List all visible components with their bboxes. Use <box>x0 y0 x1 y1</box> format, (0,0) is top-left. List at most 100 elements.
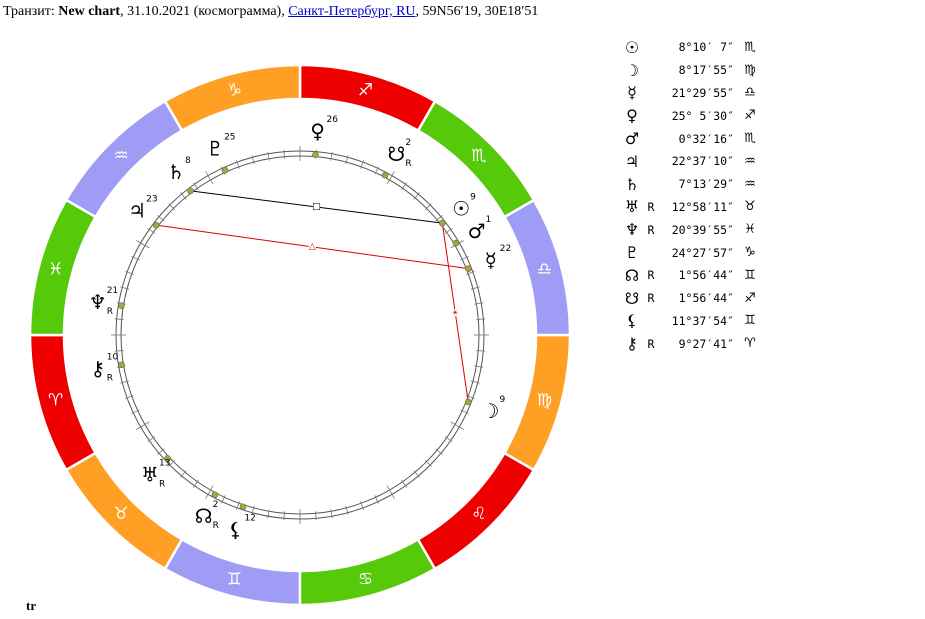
degree-tick <box>267 151 270 161</box>
degree-tick <box>221 495 226 504</box>
chiron-position: 9°27′41″ <box>678 336 734 351</box>
degree-tick <box>330 509 333 519</box>
mercury-degree-label: 22 <box>500 244 511 254</box>
mercury-icon: ☿ <box>485 248 497 272</box>
degree-tick <box>474 302 484 305</box>
saturn-retro-flag <box>644 173 658 196</box>
uranus-position: 12°58′11″ <box>671 199 734 214</box>
neptune-icon: ♆ <box>89 290 107 314</box>
mercury-retro-flag <box>644 82 658 105</box>
mars-retro-flag <box>644 127 658 150</box>
degree-tick <box>450 421 464 430</box>
mercury-table-icon: ☿ <box>627 83 637 103</box>
north-node-table-icon: ☊ <box>624 265 640 285</box>
zodiac-glyph-cancer: ♋ <box>358 569 373 589</box>
moon-degree-label: 9 <box>499 395 505 405</box>
planet-row-chiron: ⚷ R 9°27′41″ ♈ <box>620 332 762 355</box>
north-node-degree-label: 2 <box>213 500 219 510</box>
uranus-sign-icon: ♉ <box>744 199 756 215</box>
degree-tick <box>157 448 165 455</box>
aspect-symbol-saturn-sun: □ <box>312 202 321 212</box>
degree-tick <box>470 380 480 384</box>
location-link[interactable]: Санкт-Петербург, RU <box>288 4 416 19</box>
jupiter-sign-icon: ♒ <box>744 153 756 169</box>
sun-retro-flag <box>644 36 658 59</box>
pluto-table-icon: ♇ <box>624 243 640 263</box>
degree-tick <box>444 436 453 443</box>
lilith-position: 11°37′54″ <box>671 313 734 328</box>
chart-coords: , 59N56′19, 30E18′51 <box>415 4 539 19</box>
saturn-degree-label: 8 <box>185 156 191 166</box>
mercury-position: 21°29′55″ <box>671 85 734 100</box>
degree-tick <box>283 511 285 521</box>
venus-table-icon: ♀ <box>626 106 638 126</box>
jupiter-table-icon: ♃ <box>624 151 640 171</box>
degree-tick <box>470 286 480 290</box>
south-node-table-icon: ☋ <box>624 288 640 308</box>
north-node-position: 1°56′44″ <box>678 268 734 283</box>
chiron-retrograde-label: R <box>107 374 113 384</box>
lilith-degree-label: 12 <box>244 514 255 524</box>
zodiac-glyph-gemini: ♊ <box>227 569 242 589</box>
mercury-marker <box>465 265 472 272</box>
degree-tick <box>401 479 408 488</box>
degree-tick <box>205 171 214 185</box>
degree-tick <box>125 271 134 275</box>
aspect-symbol-bg <box>312 203 320 211</box>
north-node-retro-flag: R <box>647 268 655 283</box>
pluto-icon: ♇ <box>206 136 224 160</box>
mars-marker <box>452 239 460 247</box>
zodiac-glyph-pisces: ♓ <box>48 260 63 280</box>
degree-tick <box>136 240 150 249</box>
mars-degree-label: 1 <box>486 215 492 225</box>
degree-tick <box>413 470 420 478</box>
south-node-position: 1°56′44″ <box>678 291 734 306</box>
uranus-table-icon: ♅ <box>624 197 640 217</box>
sun-icon: ☉ <box>452 196 470 220</box>
moon-sign-icon: ♍ <box>744 62 756 78</box>
saturn-position: 7°13′29″ <box>678 177 734 192</box>
footer-label: tr <box>26 598 37 613</box>
south-node-degree-label: 2 <box>405 138 411 148</box>
degree-tick <box>460 409 469 414</box>
zodiac-glyph-aquarius: ♒ <box>113 146 128 166</box>
lilith-marker <box>239 503 247 511</box>
degree-tick <box>386 171 395 185</box>
degree-tick <box>401 182 408 191</box>
sun-degree-label: 9 <box>470 192 476 202</box>
saturn-sign-icon: ♒ <box>744 176 756 192</box>
degree-tick <box>466 271 475 275</box>
degree-tick <box>168 203 176 211</box>
chiron-table-icon: ⚷ <box>626 334 638 354</box>
north-node-retrograde-label: R <box>213 521 219 531</box>
north-node-icon: ☊ <box>195 504 213 528</box>
venus-position: 25° 5′30″ <box>671 108 734 123</box>
planet-row-pluto: ♇ 24°27′57″ ♑ <box>620 241 762 264</box>
chiron-retro-flag: R <box>647 336 655 351</box>
neptune-retro-flag: R <box>647 222 655 237</box>
degree-tick <box>114 350 124 352</box>
south-node-sign-icon: ♐ <box>744 290 756 306</box>
chart-header: Транзит: New chart, 31.10.2021 (космогра… <box>3 4 538 20</box>
chiron-degree-label: 10 <box>107 353 119 363</box>
degree-tick <box>168 459 176 467</box>
chiron-marker <box>118 361 125 369</box>
zodiac-glyph-virgo: ♍ <box>537 390 552 410</box>
neptune-sign-icon: ♓ <box>744 222 756 238</box>
sun-sign-icon: ♏ <box>744 39 756 55</box>
degree-tick <box>413 192 420 200</box>
pluto-marker <box>221 166 229 174</box>
chart-date: , 31.10.2021 (космограмма), <box>120 4 289 19</box>
saturn-icon: ♄ <box>167 160 185 184</box>
degree-tick <box>251 155 255 165</box>
aspect-symbol-bg <box>451 309 459 317</box>
neptune-marker <box>118 302 125 309</box>
degree-tick <box>444 227 453 234</box>
south-node-icon: ☋ <box>388 142 406 166</box>
degree-tick <box>120 286 130 290</box>
neptune-retrograde-label: R <box>107 307 113 317</box>
degree-tick <box>476 318 486 320</box>
moon-position: 8°17′55″ <box>678 63 734 78</box>
zodiac-glyph-capricorn: ♑ <box>227 81 242 101</box>
chiron-icon: ⚷ <box>90 357 105 381</box>
